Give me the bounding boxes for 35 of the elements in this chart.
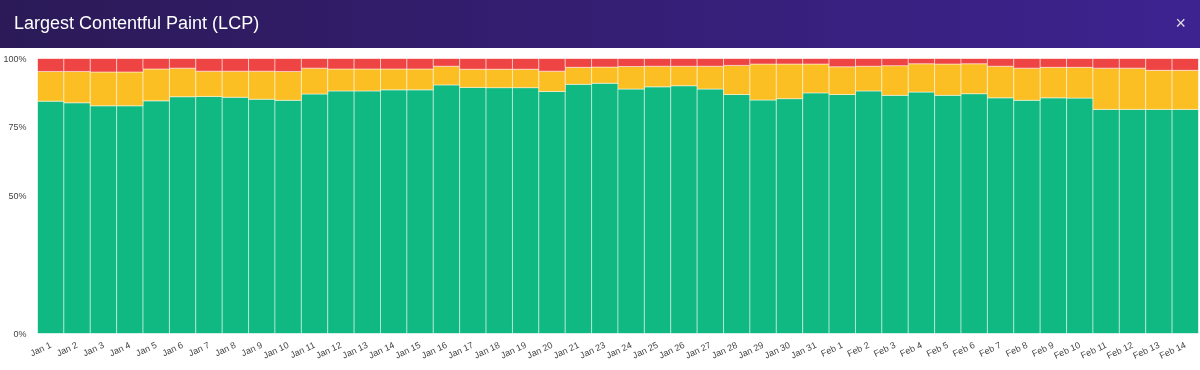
- x-tick-label: Jan 1: [28, 339, 53, 359]
- x-tick-label: Jan 5: [134, 339, 159, 359]
- text: ×: [1175, 12, 1186, 36]
- chart-title: Largest Contentful Paint (LCP): [14, 12, 260, 36]
- x-tick-label: Feb 5: [924, 339, 950, 359]
- x-tick-label: Jan 19: [499, 339, 528, 361]
- x-tick-label: Jan 15: [393, 339, 423, 361]
- x-tick-label: Jan 26: [657, 339, 687, 361]
- x-tick-label: Jan 17: [446, 339, 475, 361]
- x-tick-label: Jan 23: [578, 339, 607, 361]
- y-tick-label: 50%: [8, 191, 27, 201]
- x-tick-label: Jan 2: [55, 339, 80, 359]
- x-tick-label: Feb 1: [819, 339, 845, 359]
- x-tick-label: Jan 28: [710, 339, 739, 361]
- x-tick-label: Feb 2: [845, 339, 871, 359]
- y-tick-label: 0%: [13, 328, 27, 339]
- x-tick-label: Feb 4: [898, 339, 924, 359]
- y-tick-label: 75%: [8, 122, 27, 133]
- x-tick-label: Jan 3: [81, 339, 106, 359]
- x-tick-label: Jan 31: [789, 339, 819, 361]
- x-tick-label: Jan 18: [472, 339, 502, 361]
- x-tick-label: Jan 4: [107, 339, 132, 359]
- x-tick-label: Jan 11: [288, 339, 317, 361]
- x-tick-label: Feb 6: [951, 339, 977, 359]
- x-tick-label: Jan 9: [239, 339, 264, 359]
- x-tick-label: Jan 24: [604, 339, 634, 361]
- x-tick-label: Feb 7: [977, 339, 1003, 359]
- x-tick-label: Jan 10: [261, 339, 291, 361]
- x-tick-label: Jan 8: [213, 339, 238, 359]
- x-tick-label: Feb 3: [872, 339, 898, 359]
- x-tick-label: Jan 6: [160, 339, 185, 359]
- y-tick-label: 100%: [3, 53, 27, 64]
- x-tick-label: Jan 14: [367, 339, 396, 361]
- x-tick-label: Feb 8: [1004, 339, 1030, 359]
- x-tick-label: Jan 7: [186, 339, 212, 359]
